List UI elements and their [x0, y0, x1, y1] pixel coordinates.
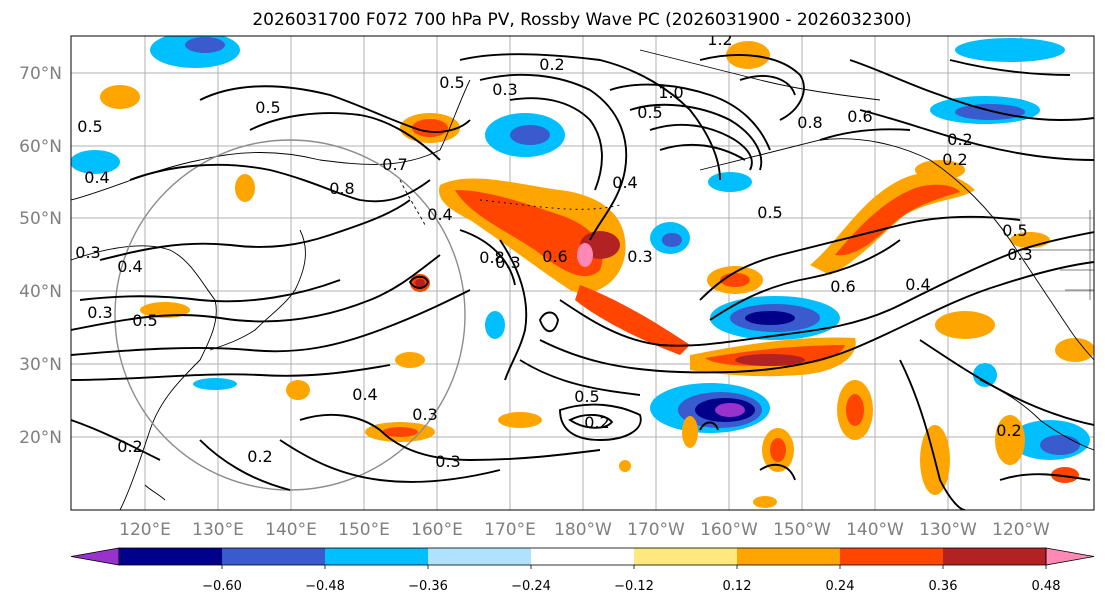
latitude-label: 70°N [19, 64, 62, 84]
contour-label: 0.3 [87, 303, 112, 322]
colorbar-segment [428, 548, 532, 565]
contour-label: 0.5 [1002, 221, 1027, 240]
contour-label: 0.3 [75, 243, 100, 262]
longitude-label: 140°W [846, 520, 904, 540]
contour-label: 0.3 [1007, 245, 1032, 264]
contour-label: 0.8 [479, 248, 504, 267]
contour-label: 0.2 [942, 150, 967, 169]
longitude-label: 120°W [992, 520, 1050, 540]
colorbar-tick-label: −0.60 [202, 579, 242, 594]
colorbar-segment [222, 548, 326, 565]
colorbar-segment [325, 548, 429, 565]
contour-label: 0.5 [439, 73, 464, 92]
longitude-label: 150°E [338, 520, 390, 540]
colorbar-tick-label: −0.36 [408, 579, 448, 594]
contour-label: 0.7 [382, 155, 407, 174]
colorbar-tick-label: 0.36 [929, 579, 958, 594]
latitude-label: 20°N [19, 428, 62, 448]
longitude-label: 170°W [627, 520, 685, 540]
contour-label: 0.5 [574, 387, 599, 406]
contour-label: 0.6 [847, 107, 872, 126]
longitude-label: 160°W [700, 520, 758, 540]
contour-labels: 0.50.40.30.40.3 0.50.20.20.80.50.70.5 0.30… [75, 30, 1032, 471]
colorbar-tick-label: 0.12 [723, 579, 752, 594]
colorbar-low-extend [70, 547, 120, 566]
colorbar-tick-label: −0.12 [614, 579, 654, 594]
colorbar-high-extend [1045, 547, 1095, 566]
colorbar-segment [840, 548, 944, 565]
colorbar: −0.60 −0.48 −0.36 −0.24 −0.12 0.12 0.24 0.36 0.4… [70, 547, 1095, 594]
contour-label: 0.5 [255, 98, 280, 117]
contour-label: 0.6 [830, 277, 855, 296]
colorbar-tick-label: 0.48 [1032, 579, 1061, 594]
longitude-label: 170°E [484, 520, 536, 540]
contour-label: 0.3 [627, 247, 652, 266]
longitude-label: 140°E [265, 520, 317, 540]
longitude-label: 180°W [554, 520, 612, 540]
latitude-label: 50°N [19, 209, 62, 229]
contour-label: 0.2 [947, 130, 972, 149]
colorbar-segment [943, 548, 1047, 565]
longitude-labels: 120°E 130°E 140°E 150°E 160°E 170°E 180°W 170°W… [119, 520, 1050, 540]
longitude-label: 120°E [119, 520, 171, 540]
contour-label: 0.5 [637, 103, 662, 122]
colorbar-segment [119, 548, 223, 565]
longitude-label: 130°W [919, 520, 977, 540]
contour-label: 0.2 [996, 421, 1021, 440]
contour-label: 0.3 [435, 452, 460, 471]
contour-label: 0.8 [797, 113, 822, 132]
colorbar-tick-label: 0.24 [826, 579, 855, 594]
colorbar-tick-label: −0.24 [511, 579, 551, 594]
contour-label: 0.2 [117, 437, 142, 456]
longitude-label: 150°W [773, 520, 831, 540]
pv-anomaly-shading [71, 36, 1094, 508]
contour-label: 0.3 [495, 253, 520, 272]
contour-label: 0.4 [427, 205, 452, 224]
longitude-label: 160°E [411, 520, 463, 540]
contour-label: 0.2 [247, 447, 272, 466]
contour-label: 0.2 [584, 413, 609, 432]
latitude-label: 60°N [19, 137, 62, 157]
map-panel: 0.50.40.30.40.3 0.50.20.20.80.50.70.5 0.30… [70, 30, 1095, 511]
colorbar-segment [531, 548, 635, 565]
map-frame [70, 35, 1095, 511]
contour-label: 0.4 [117, 257, 142, 276]
contour-label: 0.2 [539, 55, 564, 74]
longitude-label: 130°E [192, 520, 244, 540]
figure-title: 2026031700 F072 700 hPa PV, Rossby Wave … [252, 10, 911, 30]
contour-label: 0.4 [905, 275, 930, 294]
contour-label: 1.0 [658, 83, 683, 102]
contour-label: 0.4 [84, 168, 109, 187]
contour-label: 0.5 [757, 203, 782, 222]
contour-label: 1.2 [707, 30, 732, 49]
pv-contours [71, 53, 1094, 510]
colorbar-frame [118, 547, 1047, 566]
latitude-label: 40°N [19, 282, 62, 302]
colorbar-segment [634, 548, 738, 565]
contour-label: 0.6 [542, 247, 567, 266]
latitude-label: 30°N [19, 355, 62, 375]
contour-label: 0.4 [612, 173, 637, 192]
contour-label: 0.8 [329, 179, 354, 198]
contour-label: 0.3 [492, 80, 517, 99]
contour-label: 0.3 [412, 405, 437, 424]
contour-label: 0.5 [132, 311, 157, 330]
colorbar-tick-label: −0.48 [305, 579, 345, 594]
latitude-labels: 70°N 60°N 50°N 40°N 30°N 20°N [19, 64, 62, 448]
contour-label: 0.4 [352, 385, 377, 404]
contour-label: 0.5 [77, 117, 102, 136]
colorbar-segment [737, 548, 841, 565]
